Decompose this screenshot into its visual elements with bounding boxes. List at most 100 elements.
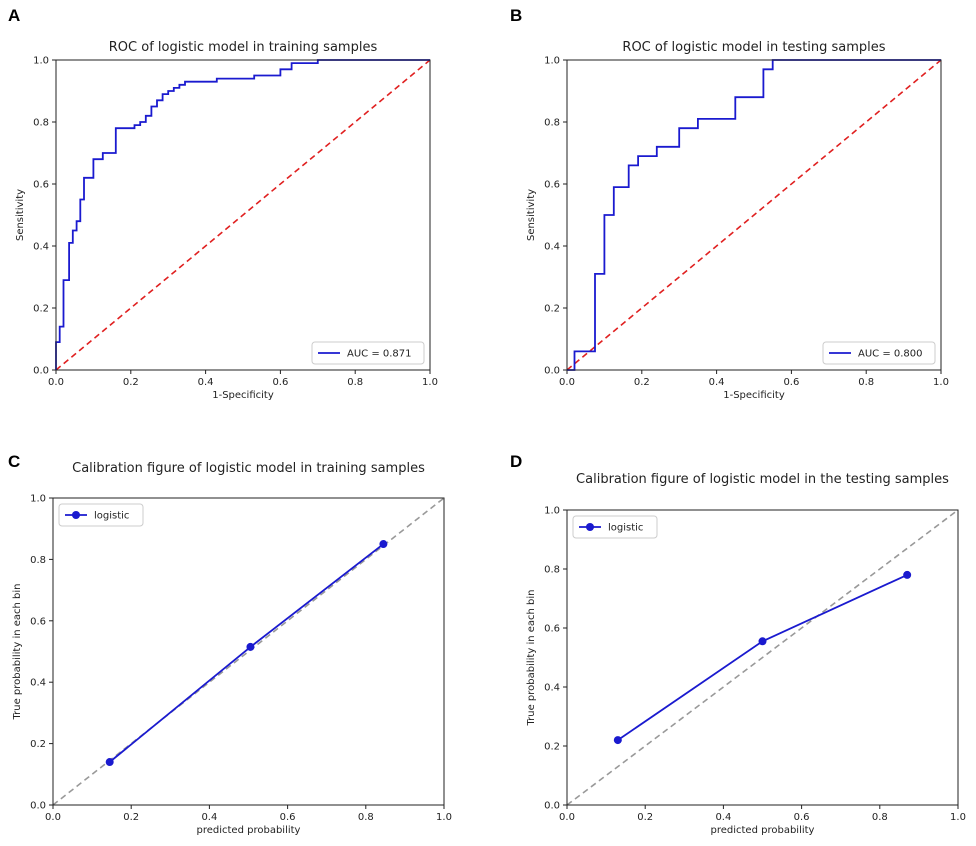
calibration-point <box>903 570 912 579</box>
x-tick-label: 0.0 <box>45 812 61 823</box>
calibration-point <box>758 637 767 646</box>
y-axis-label: Sensitivity <box>526 189 537 241</box>
y-tick-label: 1.0 <box>544 506 560 517</box>
y-tick-label: 0.4 <box>30 678 46 689</box>
x-axis-label: 1-Specificity <box>723 390 785 401</box>
calibration-curve <box>109 543 384 763</box>
y-axis-label: Sensitivity <box>15 189 26 241</box>
panel-label-c: C <box>8 452 21 471</box>
legend-label: logistic <box>608 523 643 534</box>
panel-label-d: D <box>510 452 523 471</box>
calibration-point <box>613 736 622 745</box>
y-tick-label: 0.0 <box>544 366 560 377</box>
perfect-calibration-line <box>566 509 959 806</box>
legend-box <box>822 341 936 365</box>
roc-curve <box>567 59 941 371</box>
y-tick-label: 1.0 <box>544 56 560 67</box>
x-axis-label: predicted probability <box>711 825 815 836</box>
calibration-point <box>246 642 255 651</box>
x-tick-label: 0.4 <box>715 812 731 823</box>
y-tick-label: 0.4 <box>33 242 49 253</box>
chance-diagonal-line <box>55 59 431 371</box>
legend-label: AUC = 0.871 <box>347 349 412 360</box>
x-tick-label: 0.2 <box>634 377 650 388</box>
plot-frame <box>566 59 942 371</box>
x-axis-label: 1-Specificity <box>212 390 274 401</box>
x-tick-label: 1.0 <box>950 812 966 823</box>
legend: AUC = 0.871 <box>311 341 425 365</box>
y-tick-label: 0.0 <box>33 366 49 377</box>
y-tick-label: 0.6 <box>544 180 560 191</box>
legend-marker <box>586 523 594 531</box>
x-tick-label: 1.0 <box>422 377 438 388</box>
y-tick-label: 0.4 <box>544 242 560 253</box>
x-tick-label: 0.4 <box>198 377 214 388</box>
x-tick-label: 0.4 <box>201 812 217 823</box>
chart-title: Calibration figure of logistic model in … <box>576 472 949 487</box>
x-tick-label: 0.8 <box>858 377 874 388</box>
perfect-calibration-line <box>52 497 445 806</box>
x-tick-label: 0.2 <box>123 377 139 388</box>
roc-curve <box>55 59 430 370</box>
x-tick-label: 0.2 <box>637 812 653 823</box>
x-tick-label: 0.8 <box>358 812 374 823</box>
legend: AUC = 0.800 <box>822 341 936 365</box>
y-tick-label: 0.2 <box>544 742 560 753</box>
y-tick-label: 0.8 <box>544 118 560 129</box>
x-tick-label: 0.0 <box>559 812 575 823</box>
x-tick-label: 0.2 <box>123 812 139 823</box>
chart-title: ROC of logistic model in testing samples <box>622 40 885 55</box>
chance-diagonal-line <box>566 59 942 371</box>
panel-label-b: B <box>510 6 523 25</box>
x-tick-label: 1.0 <box>436 812 452 823</box>
y-tick-label: 0.2 <box>544 304 560 315</box>
legend-marker <box>72 511 80 519</box>
x-tick-label: 0.6 <box>783 377 799 388</box>
legend: logistic <box>572 515 658 539</box>
y-axis-label: True probability in each bin <box>526 589 537 726</box>
x-tick-label: 0.6 <box>272 377 288 388</box>
x-tick-label: 0.4 <box>709 377 725 388</box>
calibration-point <box>379 540 388 549</box>
legend-box <box>58 503 144 527</box>
chart-a: ROC of logistic model in training sample… <box>15 40 438 401</box>
x-axis-label: predicted probability <box>197 825 301 836</box>
chart-c: Calibration figure of logistic model in … <box>12 461 452 836</box>
y-tick-label: 0.6 <box>544 624 560 635</box>
y-tick-label: 0.2 <box>33 304 49 315</box>
y-tick-label: 1.0 <box>30 494 46 505</box>
chart-d: Calibration figure of logistic model in … <box>526 472 966 836</box>
y-tick-label: 0.8 <box>33 118 49 129</box>
plot-frame <box>52 497 445 806</box>
y-tick-label: 0.8 <box>30 555 46 566</box>
chart-b: ROC of logistic model in testing samples… <box>526 40 949 401</box>
x-tick-label: 0.0 <box>559 377 575 388</box>
x-tick-label: 0.8 <box>872 812 888 823</box>
x-tick-label: 0.6 <box>280 812 296 823</box>
y-tick-label: 0.2 <box>30 739 46 750</box>
x-tick-label: 0.0 <box>48 377 64 388</box>
legend-box <box>311 341 425 365</box>
y-tick-label: 0.8 <box>544 565 560 576</box>
chart-title: Calibration figure of logistic model in … <box>72 461 425 476</box>
y-tick-label: 0.0 <box>30 801 46 812</box>
x-tick-label: 0.6 <box>794 812 810 823</box>
legend-label: logistic <box>94 511 129 522</box>
legend-label: AUC = 0.800 <box>858 349 923 360</box>
y-tick-label: 0.6 <box>33 180 49 191</box>
y-axis-label: True probability in each bin <box>12 583 23 720</box>
x-tick-label: 1.0 <box>933 377 949 388</box>
y-tick-label: 0.4 <box>544 683 560 694</box>
legend: logistic <box>58 503 144 527</box>
chart-title: ROC of logistic model in training sample… <box>109 40 378 55</box>
panel-label-a: A <box>8 6 21 25</box>
y-tick-label: 0.6 <box>30 616 46 627</box>
y-tick-label: 1.0 <box>33 56 49 67</box>
x-tick-label: 0.8 <box>347 377 363 388</box>
calibration-point <box>105 758 114 767</box>
plot-frame <box>566 509 959 806</box>
legend-box <box>572 515 658 539</box>
plot-frame <box>55 59 431 371</box>
y-tick-label: 0.0 <box>544 801 560 812</box>
